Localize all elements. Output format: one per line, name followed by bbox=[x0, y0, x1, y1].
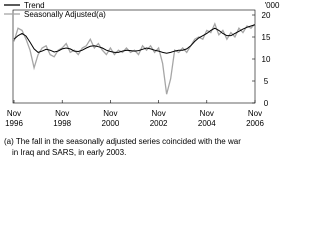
plot-frame bbox=[12, 9, 256, 104]
y-tick-label: 0 bbox=[264, 99, 269, 108]
x-tick-label: 1996 bbox=[5, 119, 23, 128]
legend-label: Seasonally Adjusted(a) bbox=[24, 10, 106, 19]
legend-label: Trend bbox=[24, 1, 45, 10]
x-tick-label: Nov bbox=[248, 109, 262, 118]
y-tick-label: 5 bbox=[264, 77, 269, 86]
chart: '000 (a) The fall in the seasonally adju… bbox=[4, 1, 280, 157]
footnote: in Iraq and SARS, in early 2003. bbox=[12, 148, 126, 157]
footnote: (a) The fall in the seasonally adjusted … bbox=[4, 137, 241, 146]
x-tick-label: 1998 bbox=[53, 119, 71, 128]
x-tick-label: Nov bbox=[200, 109, 214, 118]
x-tick-label: Nov bbox=[151, 109, 165, 118]
x-tick-label: 2006 bbox=[246, 119, 264, 128]
y-tick-label: 20 bbox=[262, 11, 271, 20]
x-tick-label: 2004 bbox=[198, 119, 216, 128]
series-line bbox=[13, 24, 256, 54]
x-tick-label: Nov bbox=[55, 109, 69, 118]
x-tick-label: Nov bbox=[103, 109, 117, 118]
series-line bbox=[13, 22, 256, 95]
x-tick-label: 2002 bbox=[150, 119, 168, 128]
y-tick-label: 15 bbox=[262, 33, 271, 42]
y-tick-label: 10 bbox=[262, 55, 271, 64]
x-tick-label: Nov bbox=[7, 109, 21, 118]
x-tick-label: 2000 bbox=[102, 119, 120, 128]
y-axis-unit: '000 bbox=[265, 1, 280, 10]
